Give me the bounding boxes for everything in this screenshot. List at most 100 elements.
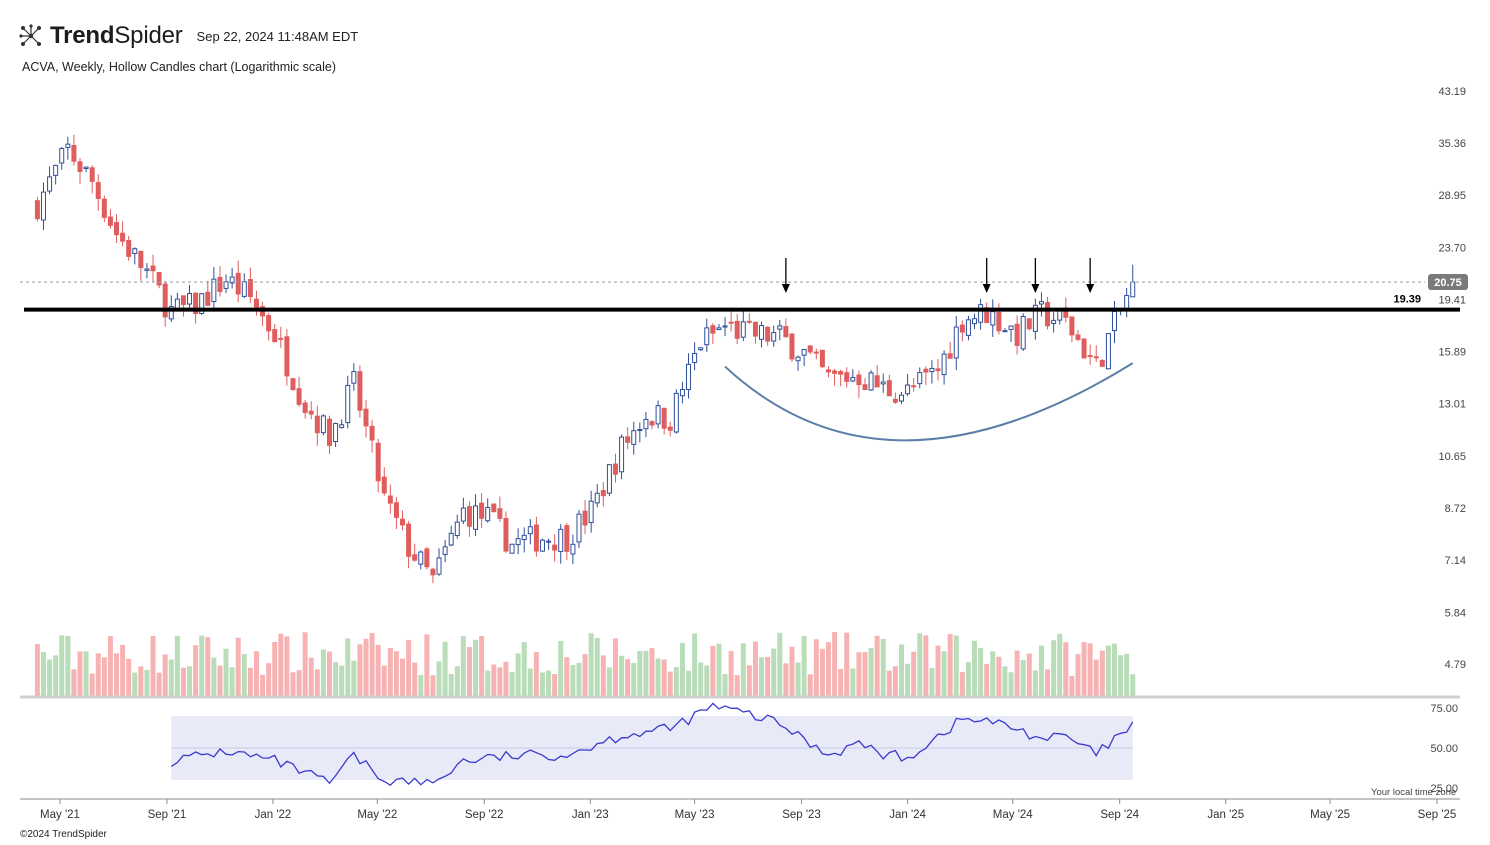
volume-bar bbox=[1038, 645, 1044, 696]
candle-body bbox=[832, 370, 838, 374]
volume-bar bbox=[643, 650, 649, 696]
price-axis[interactable]: 43.19 35.36 28.95 23.70 19.41 15.89 13.01 10.65… bbox=[1438, 86, 1466, 671]
candle-body bbox=[1069, 316, 1075, 336]
volume-bar bbox=[862, 652, 868, 696]
volume-bar bbox=[491, 664, 497, 696]
volume-bar bbox=[698, 662, 704, 696]
volume-bar bbox=[266, 663, 272, 696]
candle-body bbox=[339, 424, 345, 428]
candle-body bbox=[1093, 356, 1099, 359]
candle-body bbox=[266, 315, 272, 332]
candle-body bbox=[132, 248, 138, 254]
volume-bar bbox=[777, 632, 783, 696]
volume-bar bbox=[1026, 653, 1032, 696]
candle-body bbox=[473, 505, 479, 530]
candle-body bbox=[673, 392, 679, 433]
volume-bar bbox=[546, 670, 552, 696]
volume-bar bbox=[813, 639, 819, 696]
volume-bar bbox=[120, 644, 126, 696]
volume-bar bbox=[825, 642, 831, 696]
volume-bar bbox=[606, 667, 612, 696]
volume-bar bbox=[442, 641, 448, 696]
volume-bar bbox=[180, 667, 186, 696]
volume-bar bbox=[1130, 674, 1136, 696]
candle-body bbox=[807, 345, 813, 353]
candle-body bbox=[771, 332, 777, 342]
candle-body bbox=[1038, 301, 1044, 305]
volume-bar bbox=[497, 667, 503, 696]
candle-body bbox=[235, 272, 241, 295]
volume-bar bbox=[899, 644, 904, 696]
candle-body bbox=[144, 268, 150, 271]
volume-bar bbox=[345, 638, 351, 696]
candle-body bbox=[351, 371, 357, 384]
volume-bar bbox=[515, 653, 521, 696]
candle-body bbox=[813, 351, 819, 354]
volume-bar bbox=[1020, 659, 1026, 696]
volume-bar bbox=[466, 646, 472, 696]
volume-bar bbox=[856, 652, 862, 696]
candle-body bbox=[247, 279, 253, 298]
candle-body bbox=[588, 500, 594, 524]
volume-bar bbox=[1111, 643, 1117, 696]
volume-bar bbox=[965, 662, 971, 696]
volume-bar bbox=[235, 637, 241, 696]
candle-body bbox=[1002, 330, 1008, 333]
volume-bar bbox=[101, 657, 107, 696]
candle-body bbox=[503, 518, 509, 552]
volume-bar bbox=[326, 651, 332, 696]
volume-bar bbox=[527, 668, 533, 696]
candle-body bbox=[698, 347, 704, 351]
candle-body bbox=[856, 374, 862, 386]
volume-bar bbox=[929, 667, 935, 696]
volume-bar bbox=[923, 635, 929, 696]
volume-bar bbox=[95, 653, 101, 696]
candles bbox=[34, 134, 1136, 584]
volume-bar bbox=[1032, 670, 1038, 696]
candle-body bbox=[430, 568, 436, 576]
candle-body bbox=[345, 384, 351, 424]
price-tick-label: 19.41 bbox=[1438, 294, 1466, 306]
timezone-note[interactable]: Your local time zone bbox=[1371, 787, 1456, 798]
candle-body bbox=[290, 378, 296, 391]
candle-body bbox=[686, 363, 692, 391]
candle-body bbox=[923, 368, 929, 373]
candle-body bbox=[77, 161, 83, 172]
candle-body bbox=[393, 502, 399, 518]
candle-body bbox=[661, 407, 667, 429]
time-axis[interactable]: May '21 Sep '21 Jan '22 May '22 Sep '22 Jan '… bbox=[40, 799, 1456, 821]
candle-body bbox=[1124, 295, 1130, 310]
volume-bar bbox=[886, 670, 892, 696]
volume-bar bbox=[734, 675, 740, 696]
price-tick-label: 23.70 bbox=[1438, 242, 1466, 254]
volume-bar bbox=[917, 633, 923, 696]
candle-body bbox=[978, 304, 984, 323]
candle-body bbox=[935, 368, 941, 372]
down-arrow-icon bbox=[1086, 284, 1095, 293]
volume-bar bbox=[217, 665, 223, 696]
price-tick-label: 10.65 bbox=[1438, 451, 1466, 463]
resistance-arrows bbox=[781, 258, 1095, 293]
volume-bar bbox=[905, 663, 911, 696]
candle-body bbox=[211, 278, 217, 303]
volume-bar bbox=[156, 672, 162, 696]
volume-bar bbox=[320, 649, 326, 696]
volume-bar bbox=[314, 669, 320, 696]
volume-bar bbox=[162, 654, 168, 696]
price-tick-label: 28.95 bbox=[1438, 190, 1466, 202]
volume-bar bbox=[1118, 655, 1124, 696]
volume-bar bbox=[247, 667, 253, 696]
volume-bar bbox=[564, 657, 570, 696]
volume-bar bbox=[1002, 666, 1008, 696]
copyright: ©2024 TrendSpider bbox=[20, 829, 107, 840]
volume-bar bbox=[400, 658, 406, 696]
volume-bar bbox=[393, 651, 399, 696]
cup-curve[interactable] bbox=[724, 362, 1134, 442]
volume-bar bbox=[150, 636, 156, 696]
volume-bar bbox=[1087, 643, 1093, 696]
time-tick-label: Sep '25 bbox=[1418, 809, 1457, 821]
candle-body bbox=[205, 291, 211, 306]
candle-body bbox=[460, 507, 466, 522]
volume-bar bbox=[40, 652, 46, 696]
